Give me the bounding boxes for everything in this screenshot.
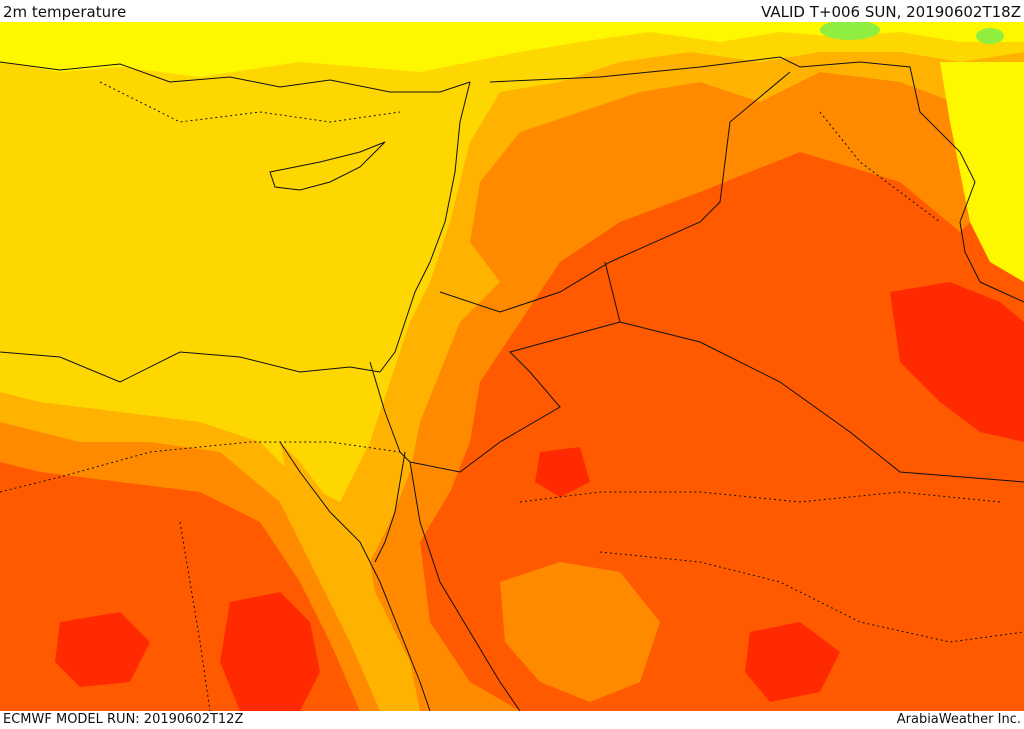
- jordan-saudi-border: [409, 261, 621, 473]
- inner-border-6: [179, 521, 211, 711]
- syria-iraq-border: [489, 56, 981, 283]
- model-run: ECMWF MODEL RUN: 20190602T12Z: [3, 712, 244, 727]
- inner-border-1: [0, 441, 401, 493]
- credit: ArabiaWeather Inc.: [896, 712, 1021, 727]
- province-borders: [0, 81, 1024, 711]
- cold-spot-north: [820, 22, 880, 40]
- map-title: 2m temperature: [3, 3, 127, 21]
- footer-bar: ECMWF MODEL RUN: 20190602T12Z ArabiaWeat…: [0, 711, 1024, 729]
- inner-border-4: [99, 81, 401, 123]
- egypt-israel-border: [369, 361, 411, 463]
- arabian-coast: [409, 461, 521, 711]
- gulf-of-aqaba: [374, 451, 406, 563]
- cyprus: [269, 141, 386, 191]
- extreme-patch-southeast: [745, 622, 840, 702]
- temperature-map[interactable]: [0, 22, 1024, 711]
- extreme-patch-east: [890, 282, 1024, 442]
- cold-spot-northeast: [976, 28, 1004, 44]
- north-cool-patch: [940, 62, 1024, 282]
- valid-time: VALID T+006 SUN, 20190602T18Z: [761, 3, 1021, 21]
- extreme-patch-southwest: [220, 592, 320, 711]
- egypt-coast: [0, 351, 381, 383]
- iraq-saudi-border: [619, 321, 1024, 483]
- syria-jordan-border: [439, 71, 791, 313]
- extreme-patch-west: [55, 612, 150, 687]
- extreme-patch-center: [535, 447, 590, 497]
- borders: [369, 56, 1024, 483]
- inner-border-2: [519, 491, 1001, 503]
- header-bar: 2m temperature VALID T+006 SUN, 20190602…: [0, 0, 1024, 22]
- gulf-of-suez: [279, 441, 431, 711]
- red-sea: [280, 442, 420, 711]
- mediterranean-sea: [0, 82, 440, 382]
- turkey-coast: [0, 61, 471, 93]
- coastlines: [0, 61, 1024, 711]
- levant-coast: [379, 81, 471, 373]
- persian-gulf-coast: [979, 281, 1024, 303]
- yellow-region: [0, 22, 1024, 77]
- warm-patch-arabia: [500, 562, 660, 702]
